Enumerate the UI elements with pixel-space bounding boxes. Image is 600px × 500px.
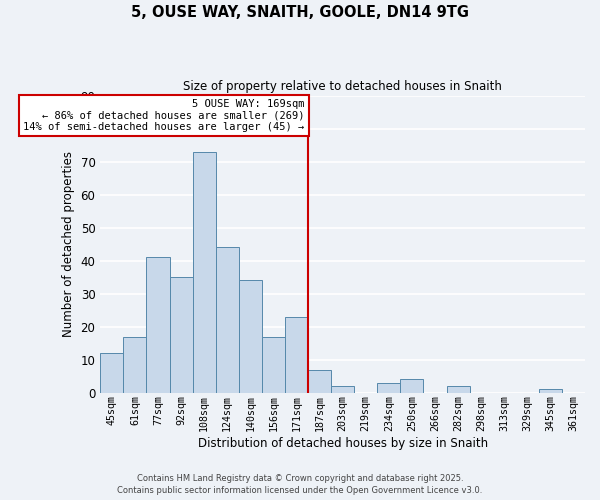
Text: Contains HM Land Registry data © Crown copyright and database right 2025.
Contai: Contains HM Land Registry data © Crown c…: [118, 474, 482, 495]
Text: 5 OUSE WAY: 169sqm
← 86% of detached houses are smaller (269)
14% of semi-detach: 5 OUSE WAY: 169sqm ← 86% of detached hou…: [23, 99, 305, 132]
Bar: [308, 370, 331, 392]
Bar: [446, 386, 470, 392]
X-axis label: Distribution of detached houses by size in Snaith: Distribution of detached houses by size …: [197, 437, 488, 450]
Bar: [146, 258, 170, 392]
Bar: [400, 380, 424, 392]
Y-axis label: Number of detached properties: Number of detached properties: [62, 151, 75, 337]
Bar: [285, 316, 308, 392]
Bar: [170, 277, 193, 392]
Bar: [331, 386, 354, 392]
Bar: [539, 390, 562, 392]
Bar: [262, 336, 285, 392]
Bar: [124, 336, 146, 392]
Bar: [239, 280, 262, 392]
Bar: [215, 248, 239, 392]
Text: 5, OUSE WAY, SNAITH, GOOLE, DN14 9TG: 5, OUSE WAY, SNAITH, GOOLE, DN14 9TG: [131, 5, 469, 20]
Bar: [193, 152, 215, 392]
Bar: [100, 353, 124, 393]
Bar: [377, 383, 400, 392]
Title: Size of property relative to detached houses in Snaith: Size of property relative to detached ho…: [183, 80, 502, 93]
